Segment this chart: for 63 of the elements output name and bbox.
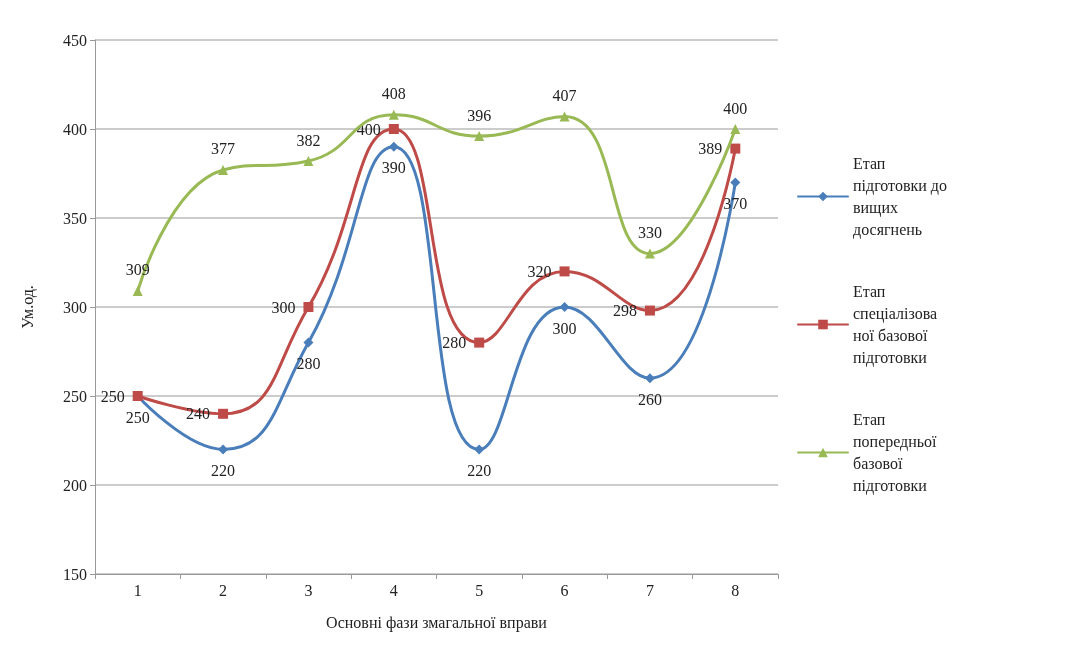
point [474,444,485,455]
data-label: 396 [467,106,492,124]
point [730,177,741,188]
point [559,266,570,277]
data-label: 320 [527,262,552,280]
point [218,164,229,175]
data-label: 298 [612,302,637,320]
legend-label: Етап попередньої базової підготовки [853,411,941,495]
data-label: 377 [211,140,236,158]
point [388,109,399,120]
data-label: 280 [296,355,321,373]
point [644,373,655,384]
x-tick-label: 5 [475,581,484,599]
point [218,444,229,455]
data-label: 250 [125,408,150,426]
point [474,131,485,142]
y-tick-label: 450 [63,31,87,49]
point [388,124,399,134]
point [388,141,399,152]
data-label: 407 [552,87,577,105]
data-label: 330 [637,224,662,242]
x-tick-label: 8 [731,581,740,599]
x-tick-label: 6 [560,581,569,599]
point [730,143,741,154]
data-label: 220 [211,461,236,479]
y-tick-label: 250 [63,387,87,405]
data-label: 382 [296,131,321,149]
x-tick-label: 7 [645,581,654,599]
point [559,111,570,122]
data-label: 389 [698,140,723,158]
x-axis-title: Основні фази змагальної вправи [326,613,548,632]
data-label: 390 [381,159,406,177]
legend-label: Етап спеціалізованої базової підготовки [853,283,938,367]
data-label: 300 [271,298,296,316]
x-tick-label: 4 [389,581,398,599]
point [218,408,229,419]
y-tick-label: 300 [63,298,87,316]
data-label: 300 [552,319,577,337]
point [559,302,570,312]
x-tick-label: 1 [133,581,142,599]
data-label: 220 [467,461,492,479]
y-tick-label: 150 [63,565,87,583]
data-label: 280 [442,334,467,352]
data-label: 400 [723,99,748,117]
data-label: 250 [100,387,125,405]
point [303,156,314,167]
point [303,302,314,312]
data-label: 260 [637,390,662,408]
data-label: 400 [356,120,381,138]
x-tick-label: 3 [304,581,313,599]
point [132,285,143,296]
point [644,248,655,259]
point [730,124,741,134]
point [644,305,655,316]
legend-label: Етап підготовки до вищих досягнень [853,155,951,239]
y-axis-title: Ум.од. [18,285,37,329]
x-tick-label: 2 [219,581,228,599]
y-tick-label: 200 [63,476,87,494]
point [303,337,314,348]
y-tick-label: 400 [63,120,87,138]
data-label: 408 [381,85,406,103]
y-tick-label: 350 [63,209,87,227]
point [474,337,485,348]
